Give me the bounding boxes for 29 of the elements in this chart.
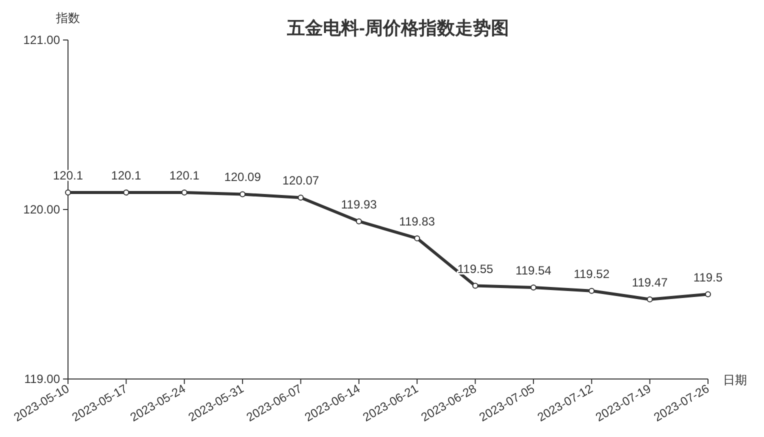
point: [472, 282, 478, 289]
y-tick-label: 119.00: [24, 372, 60, 386]
y-axis-title: 指数: [55, 11, 80, 25]
x-axis-title: 日期: [723, 373, 747, 387]
data-label: 119.47: [632, 275, 668, 290]
data-label: 119.54: [516, 263, 552, 278]
data-label: 120.1: [169, 168, 200, 183]
data-label: 119.55: [457, 262, 494, 276]
data-label: 119.83: [399, 214, 436, 228]
point: [298, 194, 304, 201]
data-label: 120.09: [224, 170, 262, 184]
point: [646, 296, 653, 302]
y-tick-label: 121.00: [23, 33, 60, 47]
point: [65, 190, 71, 196]
point: [123, 190, 130, 196]
point: [588, 288, 595, 294]
data-label: 120.07: [282, 174, 320, 188]
point: [240, 191, 246, 198]
data-label: 119.52: [574, 266, 610, 281]
data-label: 119.93: [341, 197, 378, 212]
point: [414, 235, 420, 242]
y-tick-label: 120.00: [23, 202, 60, 216]
point: [530, 284, 536, 290]
chart-title: 五金电料-周价格指数走势图: [286, 18, 509, 38]
data-label: 120.1: [111, 168, 142, 183]
point: [705, 291, 711, 298]
data-label: 119.5: [693, 270, 723, 284]
point: [356, 218, 362, 224]
point: [181, 190, 188, 196]
